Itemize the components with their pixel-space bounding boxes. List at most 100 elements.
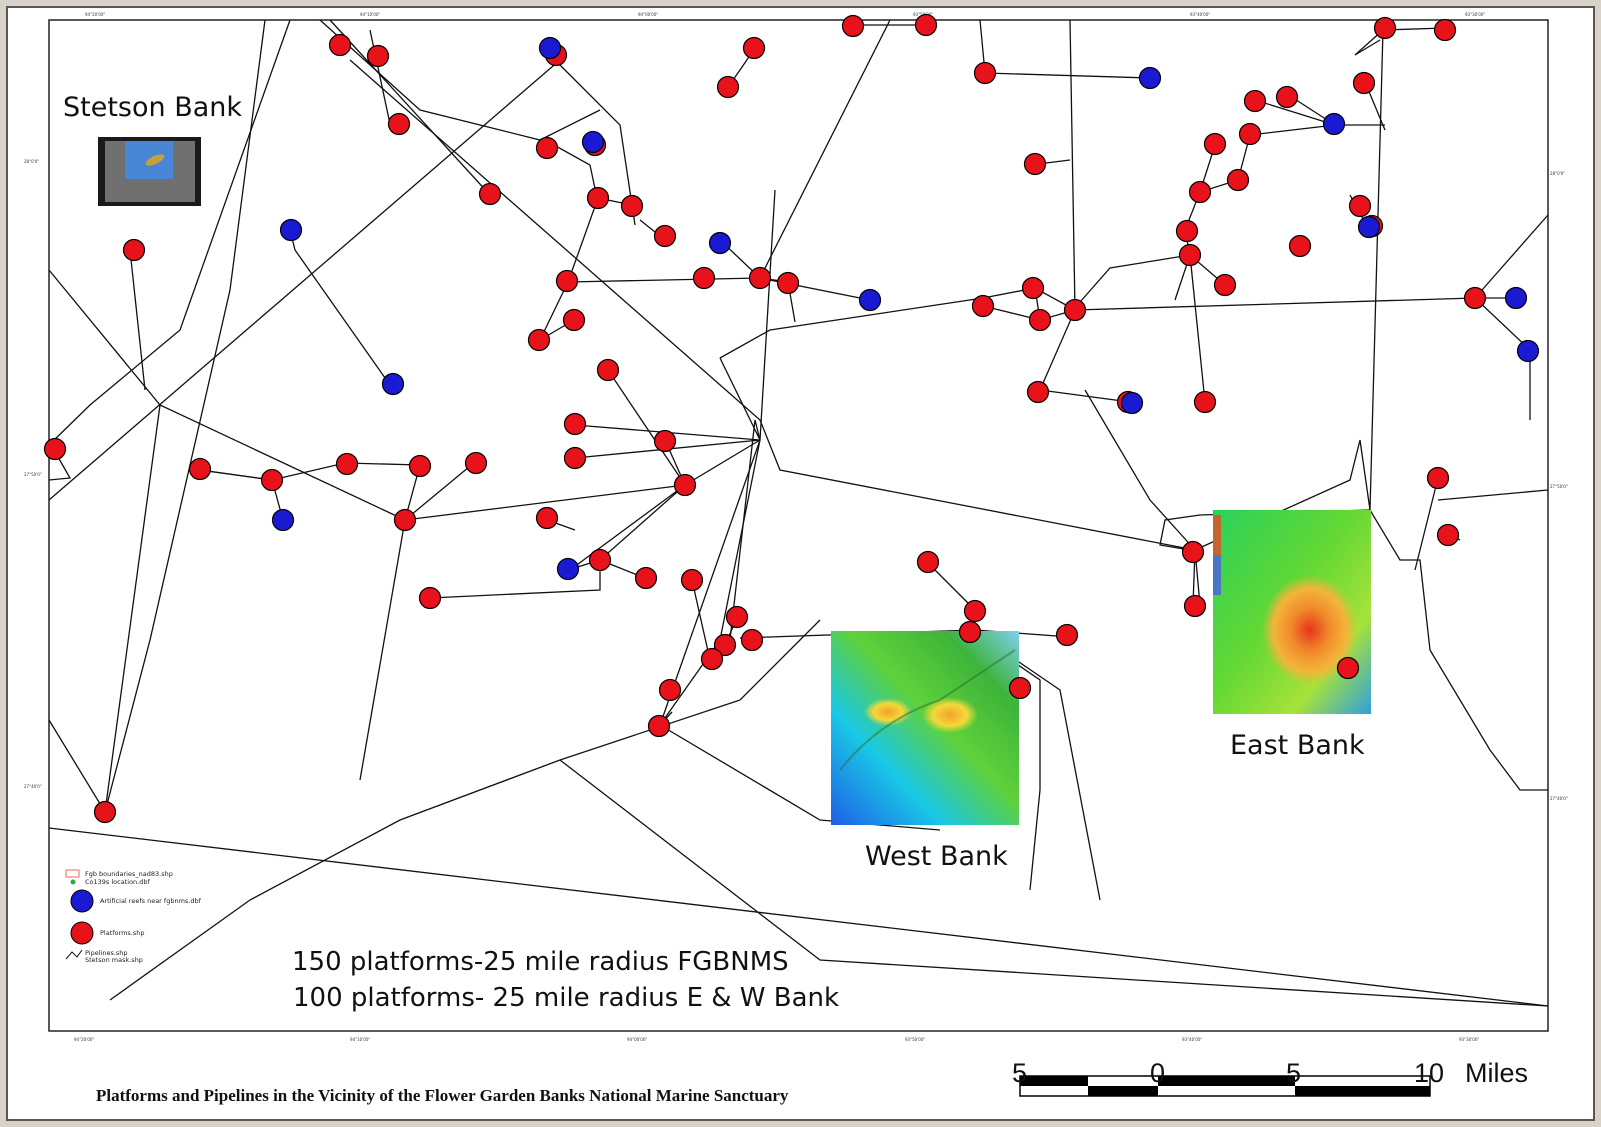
platform-marker: [634, 566, 658, 590]
platform-marker: [692, 266, 716, 290]
scale-bar: [1019, 1075, 1431, 1097]
graticule-left-label: 27°50'0": [24, 472, 42, 477]
graticule-right-label: 27°40'0": [1550, 796, 1568, 801]
platform-marker: [387, 112, 411, 136]
platform-marker: [596, 358, 620, 382]
graticule-right-label: 28°0'0": [1550, 171, 1565, 176]
platform-marker: [958, 620, 982, 644]
artificial-reef-marker: [1120, 391, 1144, 415]
scale-unit: Miles: [1465, 1058, 1529, 1088]
platform-marker: [658, 678, 682, 702]
platform-marker: [122, 238, 146, 262]
graticule-left-label: 28°0'0": [24, 159, 39, 164]
platform-marker: [963, 599, 987, 623]
scale-label-5-right: 5: [1286, 1058, 1302, 1088]
platform-marker: [335, 452, 359, 476]
platform-marker: [1203, 132, 1227, 156]
platform-marker: [393, 508, 417, 532]
scale-label-0: 0: [1150, 1058, 1166, 1088]
scale-label-5-left: 5: [1012, 1058, 1028, 1088]
graticule-top-label: 93°40'00": [1190, 12, 1210, 17]
artificial-reef-marker: [858, 288, 882, 312]
platform-marker: [1352, 71, 1376, 95]
platform-marker: [586, 186, 610, 210]
artificial-reef-marker: [381, 372, 405, 396]
legend-artificial-reefs: Artificial reefs near fgbnms.dbf: [100, 897, 202, 905]
platform-marker: [1183, 594, 1207, 618]
platform-marker: [1008, 676, 1032, 700]
scale-label-10: 10: [1414, 1058, 1445, 1088]
platform-marker: [535, 506, 559, 530]
graticule-bottom-label: 93°40'00": [1182, 1037, 1202, 1042]
artificial-reef-marker: [271, 508, 295, 532]
platform-marker: [418, 586, 442, 610]
artificial-reef-marker: [538, 36, 562, 60]
platform-marker: [1243, 89, 1267, 113]
platform-marker: [742, 36, 766, 60]
co139s-swatch: [70, 879, 76, 885]
platform-marker: [1188, 180, 1212, 204]
platform-marker: [1021, 276, 1045, 300]
platform-marker: [716, 75, 740, 99]
pipeline-swatch: [65, 949, 83, 960]
stat-line-1: 150 platforms-25 mile radius FGBNMS: [292, 947, 789, 977]
artificial-reef-marker: [279, 218, 303, 242]
legend-pipelines: Pipelines.shp: [85, 949, 128, 957]
platform-marker: [647, 714, 671, 738]
graticule-bottom-label: 93°50'00": [905, 1037, 925, 1042]
west-bank-image: [831, 631, 1019, 825]
legend-co139s: Co139s location.dbf: [85, 878, 150, 886]
platform-marker: [620, 194, 644, 218]
artificial-reef-marker: [556, 557, 580, 581]
platform-marker: [188, 457, 212, 481]
platform-marker: [93, 800, 117, 824]
platform-marker: [776, 271, 800, 295]
platform-marker: [1028, 308, 1052, 332]
graticule-left-label: 27°40'0": [24, 784, 42, 789]
platform-marker: [748, 266, 772, 290]
platform-marker: [1213, 273, 1237, 297]
platform-marker: [478, 182, 502, 206]
platform-marker: [1433, 18, 1457, 42]
platform-marker: [1373, 16, 1397, 40]
platform-marker: [1175, 219, 1199, 243]
platform-marker: [562, 308, 586, 332]
platform-marker: [464, 451, 488, 475]
platform-marker: [555, 269, 579, 293]
graticule-bottom-label: 94°20'00": [74, 1037, 94, 1042]
platform-marker: [563, 446, 587, 470]
platform-marker: [1288, 234, 1312, 258]
graticule-top-label: 94°20'00": [85, 12, 105, 17]
platform-marker: [1463, 286, 1487, 310]
platform-marker: [1238, 122, 1262, 146]
artificial-reefs-layer: [271, 36, 1540, 581]
platform-marker: [1055, 623, 1079, 647]
platform-marker: [535, 136, 559, 160]
fgb-boundary-swatch: [65, 869, 80, 878]
artificial-reef-marker: [708, 231, 732, 255]
artificial-reef-marker: [1504, 286, 1528, 310]
platform-marker: [1193, 390, 1217, 414]
platform-marker: [408, 454, 432, 478]
platform-marker: [260, 468, 284, 492]
platform-marker: [914, 13, 938, 37]
graticule-bottom-label: 94°10'00": [350, 1037, 370, 1042]
platform-marker: [563, 412, 587, 436]
platform-marker: [1181, 540, 1205, 564]
graticule-top-label: 94°00'00": [638, 12, 658, 17]
platform-marker: [725, 605, 749, 629]
graticule-bottom-label: 94°00'00": [627, 1037, 647, 1042]
stetson-bank-image: [98, 137, 201, 206]
platform-marker: [1275, 85, 1299, 109]
platform-marker: [43, 437, 67, 461]
west-bank-label: West Bank: [865, 841, 1008, 872]
platform-marker: [1026, 380, 1050, 404]
platform-marker: [1023, 152, 1047, 176]
east-bank-label: East Bank: [1230, 730, 1365, 761]
platform-marker: [366, 44, 390, 68]
platform-marker: [740, 628, 764, 652]
platform-marker: [1226, 168, 1250, 192]
graticule-bottom-label: 93°30'00": [1459, 1037, 1479, 1042]
platform-marker: [1426, 466, 1450, 490]
legend-fgb-boundaries: Fgb boundaries_nad83.shp: [85, 870, 173, 878]
